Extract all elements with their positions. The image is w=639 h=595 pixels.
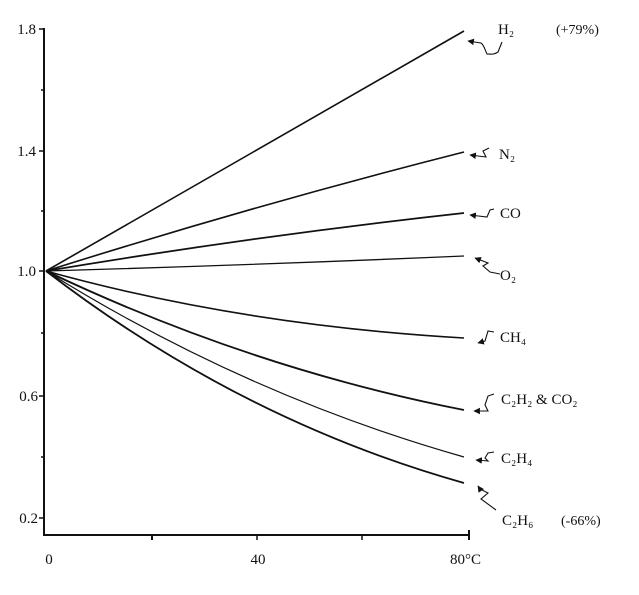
y-tick-label: 1.4	[17, 144, 36, 160]
series-label-o2: O₂	[500, 268, 516, 284]
x-tick-label: 40	[251, 552, 266, 568]
line-c2h4	[45, 270, 465, 458]
annotation-h2-percent: (+79%)	[556, 23, 599, 38]
series-lines	[45, 30, 465, 484]
series-label-c2h2-co2: C₂H₂ & CO₂	[501, 392, 578, 408]
series-label-co: CO	[500, 206, 521, 222]
pointer-h2-icon	[467, 38, 503, 55]
series-label-h2: H₂	[498, 22, 514, 38]
series-label-c2h4: C₂H₄	[501, 451, 532, 467]
y-tick-label: 1.8	[17, 22, 36, 38]
pointer-c2h6-icon	[477, 485, 497, 511]
line-n2	[45, 151, 465, 272]
line-c2h6	[45, 270, 465, 484]
line-co	[45, 212, 465, 272]
pointer-n2-icon	[469, 147, 490, 160]
y-tick-label: 0.2	[19, 511, 38, 527]
x-axis	[44, 530, 470, 540]
pointer-c2h4-icon	[475, 451, 495, 464]
x-tick-label: 0	[45, 552, 53, 568]
pointer-ch4-icon	[477, 330, 495, 345]
pointer-co-icon	[469, 208, 495, 219]
pointer-o2-icon	[474, 257, 501, 275]
series-label-ch4: CH₄	[500, 330, 526, 346]
y-tick-label: 0.6	[19, 389, 38, 405]
label-pointers	[467, 38, 503, 511]
y-axis	[39, 28, 45, 536]
series-label-c2h6: C₂H₆	[502, 513, 533, 529]
annotation-c2h6-percent: (-66%)	[561, 514, 601, 529]
line-o2	[45, 255, 465, 272]
x-tick-label: 80°C	[450, 552, 481, 568]
series-label-n2: N₂	[499, 147, 515, 163]
pointer-c2h2-co2-icon	[473, 393, 495, 415]
line-ch4	[45, 270, 465, 339]
line-h2	[45, 30, 465, 272]
y-tick-label: 1.0	[17, 264, 36, 280]
line-c2h2-co2	[45, 270, 465, 411]
